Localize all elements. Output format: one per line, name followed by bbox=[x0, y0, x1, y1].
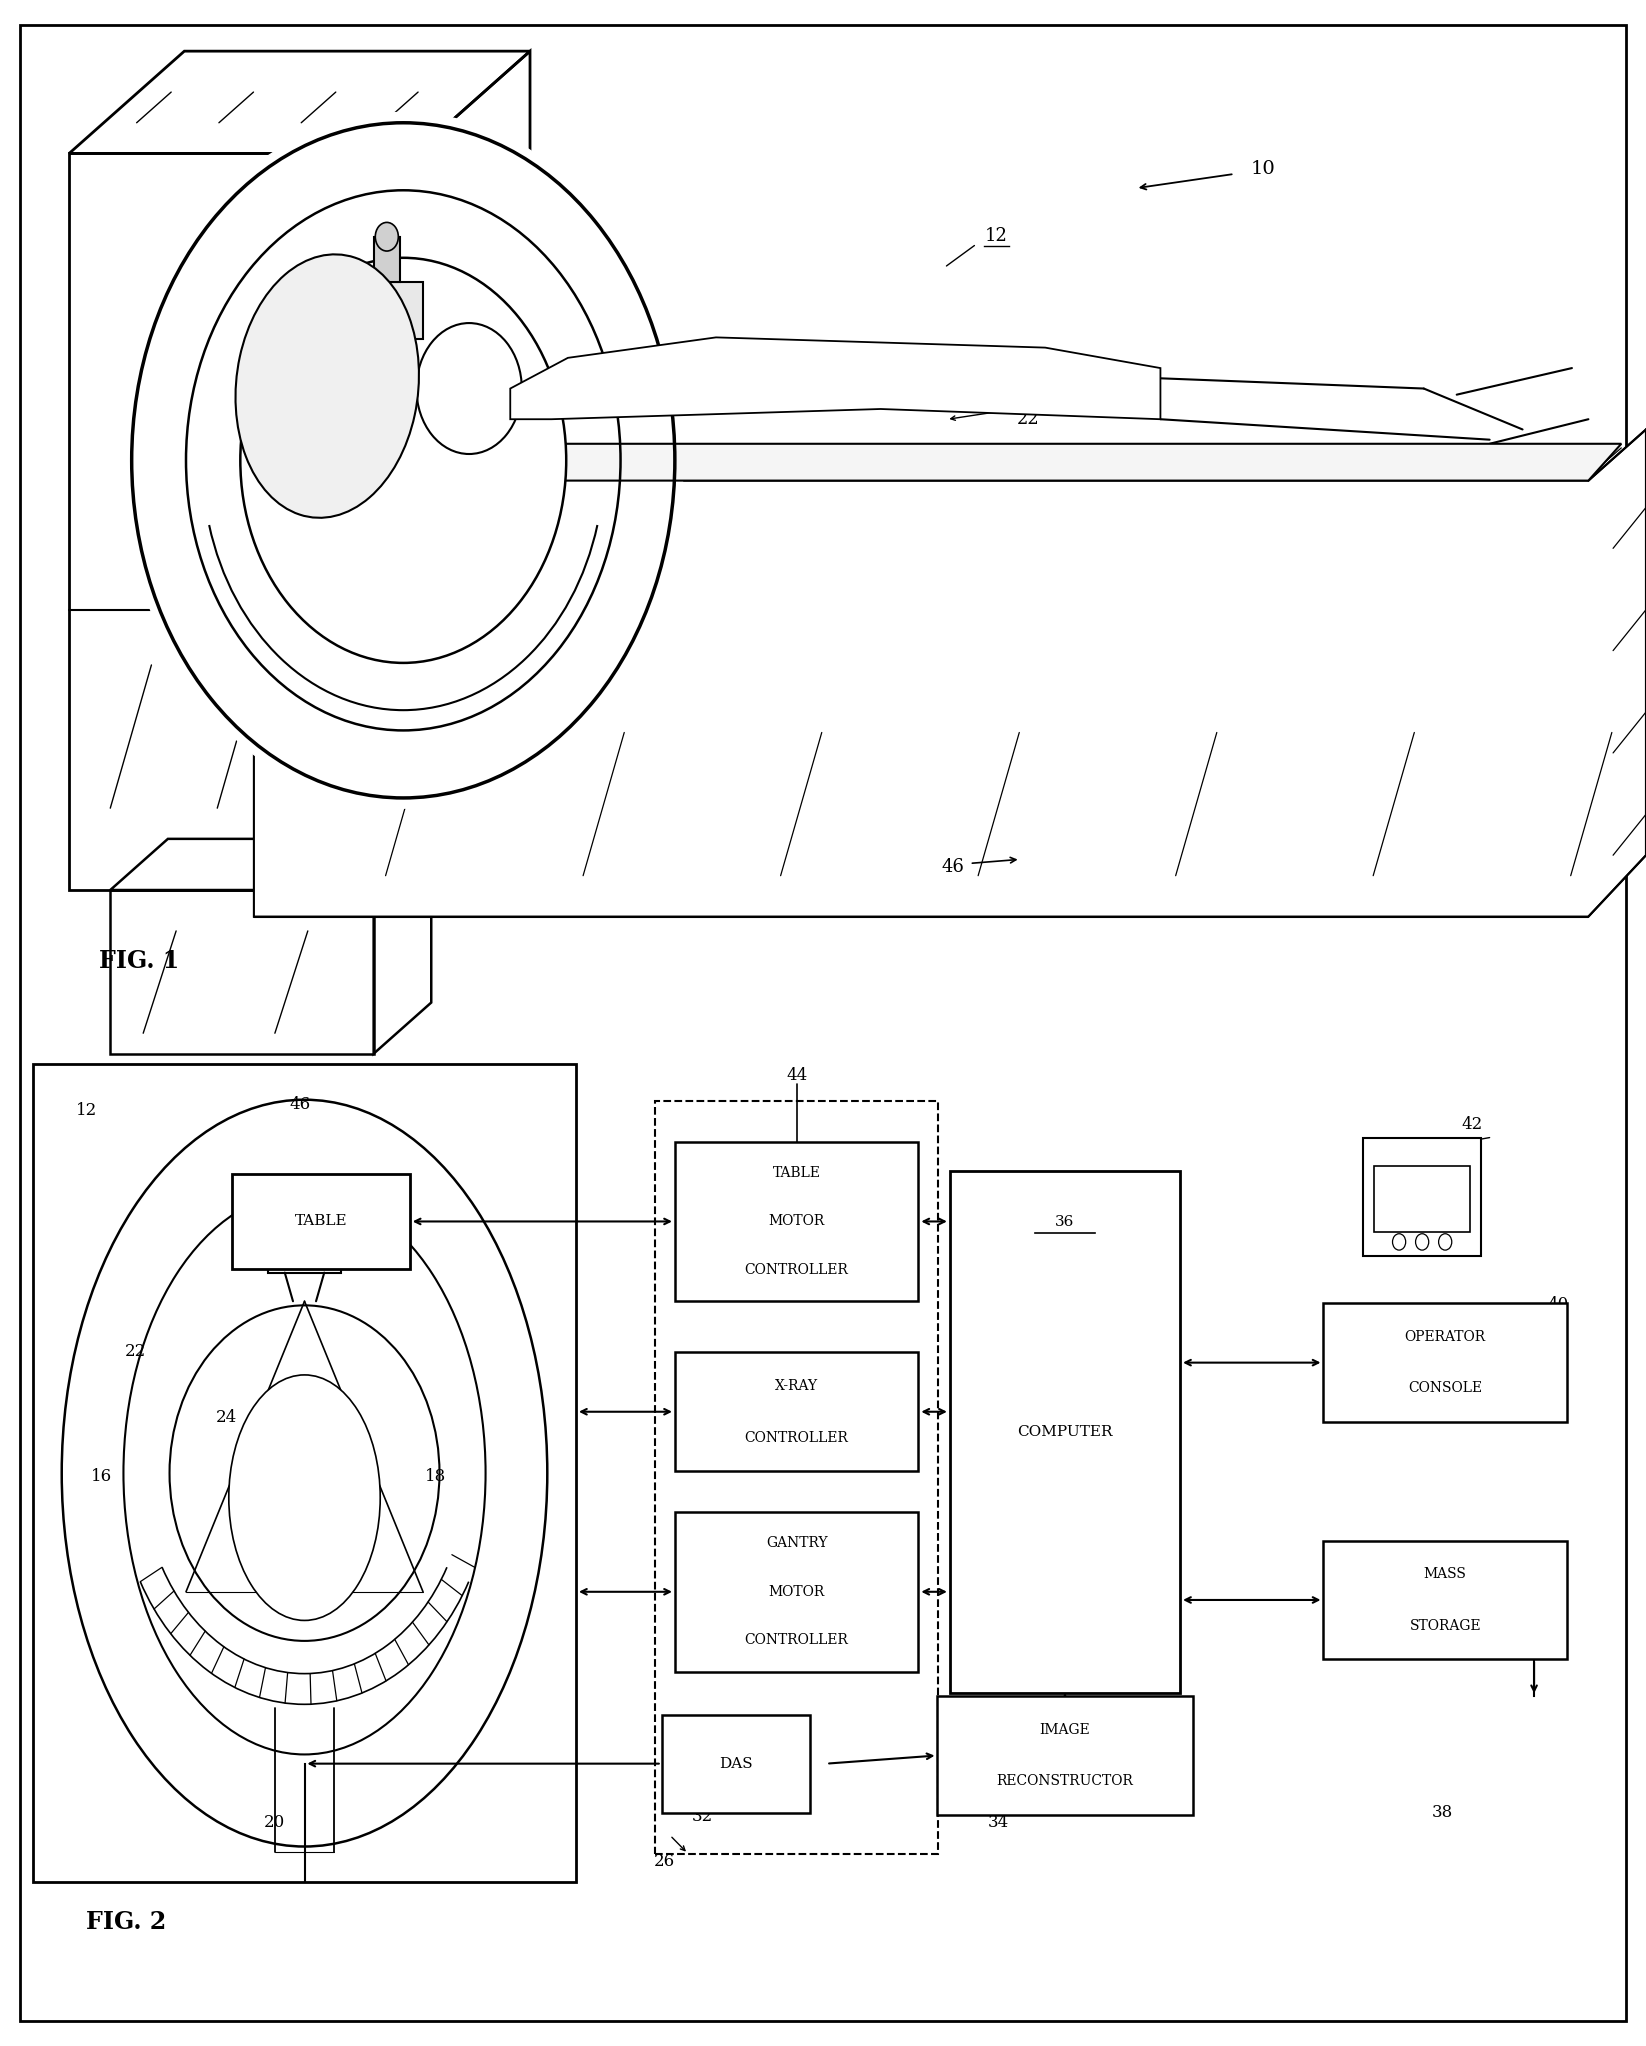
Text: OPERATOR: OPERATOR bbox=[1404, 1330, 1486, 1344]
Text: 22: 22 bbox=[125, 1344, 146, 1361]
Text: X-RAY: X-RAY bbox=[775, 1379, 818, 1393]
Text: MASS: MASS bbox=[1424, 1567, 1467, 1582]
Bar bbox=[1323, 1541, 1567, 1659]
Text: 10: 10 bbox=[1251, 160, 1276, 178]
Text: 42: 42 bbox=[1462, 1117, 1483, 1133]
Text: 44: 44 bbox=[787, 1068, 807, 1084]
Circle shape bbox=[170, 1305, 439, 1641]
Bar bbox=[1363, 1138, 1481, 1256]
Bar bbox=[662, 1715, 810, 1813]
Bar bbox=[351, 282, 423, 340]
Text: 30: 30 bbox=[889, 1569, 910, 1586]
Text: 18: 18 bbox=[425, 1469, 446, 1485]
Text: TABLE: TABLE bbox=[295, 1215, 347, 1228]
Text: DAS: DAS bbox=[719, 1758, 752, 1770]
Circle shape bbox=[240, 258, 566, 663]
Text: 20: 20 bbox=[263, 1815, 285, 1831]
Text: CONTROLLER: CONTROLLER bbox=[744, 1262, 849, 1277]
Text: 46: 46 bbox=[290, 1097, 311, 1113]
Text: FIG. 1: FIG. 1 bbox=[99, 949, 179, 972]
Text: COMPUTER: COMPUTER bbox=[1017, 1426, 1113, 1438]
Text: RECONSTRUCTOR: RECONSTRUCTOR bbox=[996, 1774, 1134, 1788]
Text: CONSOLE: CONSOLE bbox=[1407, 1381, 1483, 1395]
Circle shape bbox=[123, 113, 683, 808]
Bar bbox=[33, 1064, 576, 1882]
Text: 32: 32 bbox=[691, 1809, 713, 1825]
Bar bbox=[374, 237, 400, 282]
Text: 24: 24 bbox=[216, 1410, 237, 1426]
Circle shape bbox=[375, 223, 398, 252]
Text: 14: 14 bbox=[915, 350, 938, 368]
Text: 36: 36 bbox=[1055, 1215, 1075, 1230]
Bar bbox=[268, 1219, 341, 1273]
Text: 28: 28 bbox=[889, 1230, 910, 1246]
Polygon shape bbox=[253, 430, 1646, 917]
Text: 46: 46 bbox=[942, 857, 965, 876]
Text: 34: 34 bbox=[988, 1815, 1009, 1831]
Text: 18: 18 bbox=[402, 518, 425, 536]
Text: MOTOR: MOTOR bbox=[769, 1215, 825, 1228]
Bar bbox=[655, 1101, 938, 1854]
Bar bbox=[675, 1512, 918, 1672]
Text: GANTRY: GANTRY bbox=[765, 1537, 828, 1551]
Text: 14: 14 bbox=[250, 1178, 272, 1195]
Text: 26: 26 bbox=[653, 1854, 675, 1870]
Ellipse shape bbox=[61, 1101, 546, 1845]
Polygon shape bbox=[253, 444, 1621, 481]
Bar bbox=[1323, 1303, 1567, 1422]
Text: IMAGE: IMAGE bbox=[1040, 1723, 1090, 1737]
Ellipse shape bbox=[123, 1191, 486, 1753]
Text: CONTROLLER: CONTROLLER bbox=[744, 1430, 849, 1444]
Ellipse shape bbox=[235, 254, 420, 518]
Bar bbox=[675, 1142, 918, 1301]
Polygon shape bbox=[510, 338, 1160, 419]
Text: CONTROLLER: CONTROLLER bbox=[744, 1633, 849, 1647]
Bar bbox=[950, 1170, 1180, 1694]
Text: 40: 40 bbox=[1547, 1297, 1569, 1314]
Text: 12: 12 bbox=[76, 1103, 97, 1119]
Bar bbox=[938, 1696, 1192, 1815]
Bar bbox=[232, 1174, 410, 1269]
Bar bbox=[1374, 1166, 1470, 1232]
Text: 38: 38 bbox=[1432, 1805, 1453, 1821]
Text: MOTOR: MOTOR bbox=[769, 1586, 825, 1598]
Text: 16: 16 bbox=[91, 1469, 112, 1485]
Text: 12: 12 bbox=[984, 227, 1007, 246]
Text: 48: 48 bbox=[630, 350, 653, 368]
Bar bbox=[69, 153, 415, 890]
Bar bbox=[675, 1352, 918, 1471]
Text: FIG. 2: FIG. 2 bbox=[86, 1911, 166, 1933]
Ellipse shape bbox=[229, 1375, 380, 1620]
Text: TABLE: TABLE bbox=[772, 1166, 821, 1181]
Text: 22: 22 bbox=[1017, 409, 1040, 428]
Text: STORAGE: STORAGE bbox=[1409, 1618, 1481, 1633]
Bar bbox=[110, 890, 374, 1054]
Circle shape bbox=[416, 323, 522, 454]
